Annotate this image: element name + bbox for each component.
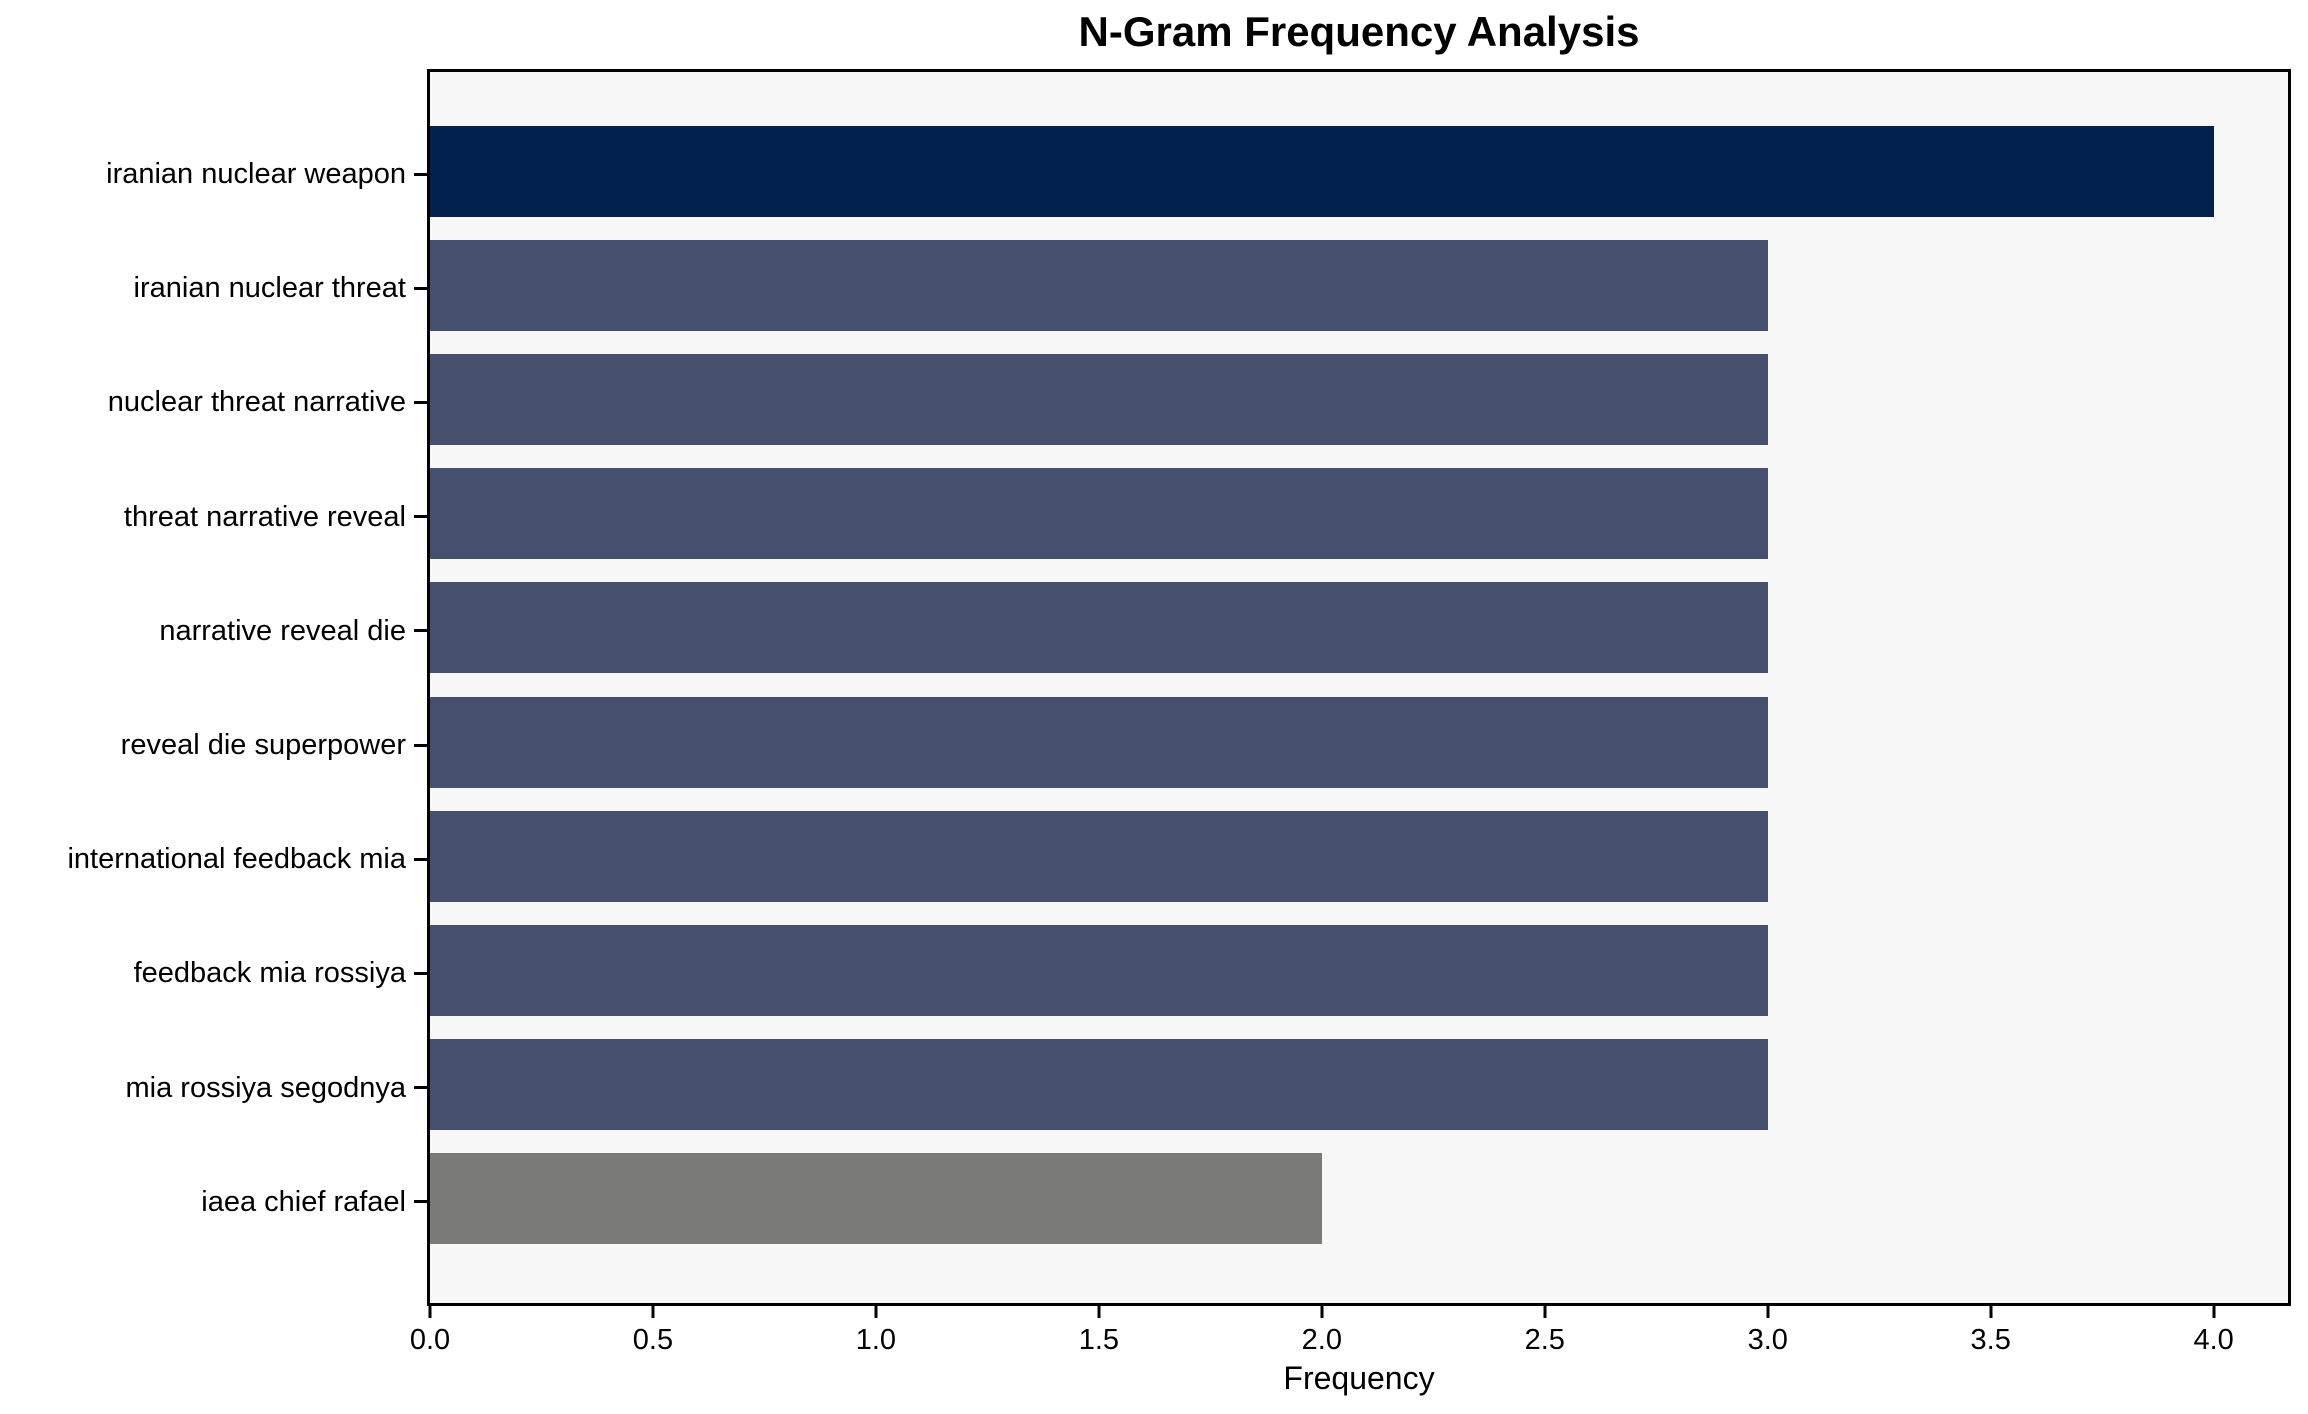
y-tick-mark bbox=[414, 743, 427, 747]
y-axis-label: narrative reveal die bbox=[159, 614, 406, 647]
y-tick-mark bbox=[414, 629, 427, 633]
x-tick-mark bbox=[2212, 1306, 2216, 1318]
bar-international-feedback-mia bbox=[430, 810, 1768, 902]
y-axis-label: feedback mia rossiya bbox=[133, 957, 406, 990]
x-tick-label: 0.5 bbox=[632, 1324, 674, 1356]
bar-reveal-die-superpower bbox=[430, 696, 1768, 788]
x-tick-mark bbox=[1989, 1306, 1993, 1318]
y-tick-mark bbox=[414, 400, 427, 404]
y-axis-ticks bbox=[414, 72, 427, 1303]
chart-title: N-Gram Frequency Analysis bbox=[1078, 8, 1640, 55]
bar-threat-narrative-reveal bbox=[430, 468, 1768, 560]
y-tick-mark bbox=[414, 857, 427, 861]
x-tick-mark bbox=[1766, 1306, 1770, 1318]
y-axis-label: nuclear threat narrative bbox=[107, 386, 406, 419]
x-tick-label: 3.5 bbox=[1970, 1324, 2011, 1356]
x-tick-label: 0.0 bbox=[409, 1324, 451, 1356]
bar-nuclear-threat-narrative bbox=[430, 353, 1768, 445]
x-tick-label: 2.5 bbox=[1524, 1324, 1565, 1356]
bar-iaea-chief-rafael bbox=[430, 1153, 1322, 1245]
y-tick-mark bbox=[414, 971, 427, 975]
y-axis-label: international feedback mia bbox=[67, 843, 406, 876]
y-axis-labels: iranian nuclear weapon iranian nuclear th… bbox=[0, 72, 406, 1303]
bar-narrative-reveal-die bbox=[430, 582, 1768, 674]
y-tick-mark bbox=[414, 1200, 427, 1204]
x-tick-label: 4.0 bbox=[2193, 1324, 2234, 1356]
y-axis-label: iranian nuclear weapon bbox=[106, 158, 406, 190]
y-axis-label: threat narrative reveal bbox=[123, 500, 406, 533]
bar-iranian-nuclear-weapon bbox=[430, 125, 2214, 217]
x-axis-title: Frequency bbox=[1283, 1360, 1435, 1396]
x-tick-mark bbox=[1543, 1306, 1547, 1318]
x-tick-mark bbox=[874, 1306, 878, 1318]
bar-mia-rossiya-segodnya bbox=[430, 1039, 1768, 1131]
x-tick-label: 3.0 bbox=[1747, 1324, 1788, 1356]
x-tick-mark bbox=[1097, 1306, 1101, 1318]
x-tick-mark bbox=[651, 1306, 655, 1318]
y-axis-label: reveal die superpower bbox=[120, 729, 406, 761]
y-tick-mark bbox=[414, 515, 427, 519]
bar-feedback-mia-rossiya bbox=[430, 924, 1768, 1016]
bar-iranian-nuclear-threat bbox=[430, 239, 1768, 331]
x-tick-label: 1.5 bbox=[1078, 1324, 1120, 1356]
y-tick-mark bbox=[414, 1086, 427, 1090]
x-tick-label: 2.0 bbox=[1301, 1324, 1342, 1356]
x-tick-mark bbox=[428, 1306, 432, 1318]
bars-container bbox=[430, 72, 2288, 1303]
y-tick-mark bbox=[414, 172, 427, 176]
x-axis-ticks: 0.0 0.5 1.0 1.5 2.0 2.5 3.0 3.5 4.0 bbox=[410, 1306, 2288, 1376]
y-axis-label: mia rossiya segodnya bbox=[125, 1071, 406, 1104]
y-axis-label: iranian nuclear threat bbox=[133, 272, 406, 305]
y-tick-mark bbox=[414, 286, 427, 290]
x-tick-label: 1.0 bbox=[855, 1324, 897, 1356]
y-axis-label: iaea chief rafael bbox=[201, 1185, 406, 1218]
x-tick-mark bbox=[1320, 1306, 1324, 1318]
plot-area bbox=[427, 69, 2291, 1306]
